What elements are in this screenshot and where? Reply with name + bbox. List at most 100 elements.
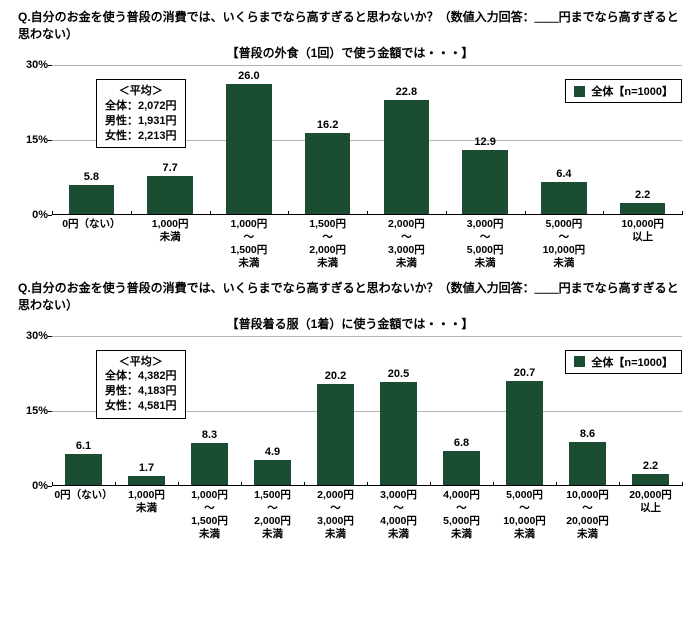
plot-wrap: 0%15%30%5.87.726.016.222.812.96.42.2＜平均＞…	[18, 65, 682, 271]
x-label: 3,000円～4,000円未満	[367, 486, 430, 542]
average-box: ＜平均＞全体：4,382円男性：4,183円女性：4,581円	[96, 350, 186, 419]
bar-value-label: 1.7	[139, 462, 154, 474]
average-box-row: 男性：4,183円	[105, 384, 177, 399]
y-tick-label: 30%	[18, 59, 48, 71]
x-labels: 0円（ない）1,000円未満1,000円～1,500円未満1,500円～2,00…	[52, 215, 682, 271]
bar-value-label: 20.5	[388, 368, 409, 380]
y-tick-label: 30%	[18, 330, 48, 342]
bar	[147, 176, 193, 215]
bar-column: 20.7	[493, 336, 556, 485]
plot-wrap: 0%15%30%6.11.78.34.920.220.56.820.78.62.…	[18, 336, 682, 542]
bar-value-label: 8.6	[580, 428, 595, 440]
bar-column: 8.3	[178, 336, 241, 485]
x-tick-mark	[556, 482, 557, 486]
x-tick-mark	[525, 211, 526, 215]
average-box-row: 男性：1,931円	[105, 114, 177, 129]
bar-value-label: 6.4	[556, 168, 571, 180]
x-label: 2,000円～3,000円未満	[367, 215, 446, 271]
bar-value-label: 5.8	[84, 171, 99, 183]
bar-value-label: 20.7	[514, 367, 535, 379]
x-label: 1,500円～2,000円未満	[241, 486, 304, 542]
x-tick-mark	[367, 482, 368, 486]
bar	[506, 381, 543, 485]
bar	[443, 451, 480, 485]
bar-column: 22.8	[367, 65, 446, 214]
x-label: 1,500円～2,000円未満	[288, 215, 367, 271]
y-tick-label: 15%	[18, 134, 48, 146]
x-tick-mark	[52, 482, 53, 486]
bar-value-label: 4.9	[265, 446, 280, 458]
bar-column: 16.2	[288, 65, 367, 214]
x-labels: 0円（ない）1,000円未満1,000円～1,500円未満1,500円～2,00…	[52, 486, 682, 542]
x-label: 10,000円以上	[603, 215, 682, 271]
chart-block: Q.自分のお金を使う普段の消費では、いくらまでなら高すぎると思わないか？（数値入…	[0, 271, 700, 542]
x-tick-mark	[131, 211, 132, 215]
bar-value-label: 16.2	[317, 119, 338, 131]
x-tick-mark	[430, 482, 431, 486]
x-label: 0円（ない）	[52, 215, 131, 271]
x-label: 1,000円未満	[115, 486, 178, 542]
bar-column: 6.8	[430, 336, 493, 485]
x-label: 1,000円～1,500円未満	[210, 215, 289, 271]
bar-column: 20.5	[367, 336, 430, 485]
legend-label: 全体【n=1000】	[591, 83, 673, 99]
bar-value-label: 12.9	[474, 136, 495, 148]
bar	[541, 182, 587, 214]
x-tick-mark	[241, 482, 242, 486]
bar-value-label: 20.2	[325, 370, 346, 382]
x-label: 5,000円～10,000円未満	[493, 486, 556, 542]
bar	[384, 100, 430, 214]
y-tick-label: 0%	[18, 480, 48, 492]
bar-value-label: 7.7	[162, 162, 177, 174]
x-tick-mark	[367, 211, 368, 215]
average-box-row: 女性：4,581円	[105, 399, 177, 414]
bar-column: 20.2	[304, 336, 367, 485]
plot-area: 0%15%30%5.87.726.016.222.812.96.42.2＜平均＞…	[52, 65, 682, 215]
bar	[632, 474, 669, 485]
bar-value-label: 26.0	[238, 70, 259, 82]
x-tick-mark	[304, 482, 305, 486]
legend: 全体【n=1000】	[565, 350, 682, 374]
x-tick-mark	[446, 211, 447, 215]
x-label: 10,000円～20,000円未満	[556, 486, 619, 542]
x-label: 3,000円～5,000円未満	[446, 215, 525, 271]
bar-value-label: 2.2	[643, 460, 658, 472]
question-subtitle: 【普段の外食（1回）で使う金額では・・・】	[18, 44, 682, 61]
x-tick-mark	[682, 482, 683, 486]
x-label: 20,000円以上	[619, 486, 682, 542]
bar	[317, 384, 354, 485]
question-title: Q.自分のお金を使う普段の消費では、いくらまでなら高すぎると思わないか？（数値入…	[18, 279, 682, 313]
x-label: 1,000円～1,500円未満	[178, 486, 241, 542]
legend-label: 全体【n=1000】	[591, 354, 673, 370]
legend-swatch	[574, 356, 585, 367]
x-label: 5,000円～10,000円未満	[525, 215, 604, 271]
x-label: 0円（ない）	[52, 486, 115, 542]
bar	[380, 382, 417, 485]
x-tick-mark	[619, 482, 620, 486]
x-tick-mark	[178, 482, 179, 486]
bar	[462, 150, 508, 215]
x-label: 2,000円～3,000円未満	[304, 486, 367, 542]
bar-value-label: 6.1	[76, 440, 91, 452]
bar	[569, 442, 606, 485]
bar-column: 4.9	[241, 336, 304, 485]
average-box-header: ＜平均＞	[105, 84, 177, 99]
bar	[254, 460, 291, 485]
x-tick-mark	[682, 211, 683, 215]
question-subtitle: 【普段着る服（1着）に使う金額では・・・】	[18, 315, 682, 332]
bar-value-label: 8.3	[202, 429, 217, 441]
bar	[620, 203, 666, 214]
question-title: Q.自分のお金を使う普段の消費では、いくらまでなら高すぎると思わないか？（数値入…	[18, 8, 682, 42]
plot-area: 0%15%30%6.11.78.34.920.220.56.820.78.62.…	[52, 336, 682, 486]
average-box-row: 女性：2,213円	[105, 129, 177, 144]
x-label: 4,000円～5,000円未満	[430, 486, 493, 542]
bar	[69, 185, 115, 214]
bar	[65, 454, 102, 485]
legend: 全体【n=1000】	[565, 79, 682, 103]
bar-column: 26.0	[210, 65, 289, 214]
bar-value-label: 6.8	[454, 437, 469, 449]
x-tick-mark	[115, 482, 116, 486]
x-tick-mark	[493, 482, 494, 486]
bar-value-label: 2.2	[635, 189, 650, 201]
bar	[305, 133, 351, 214]
